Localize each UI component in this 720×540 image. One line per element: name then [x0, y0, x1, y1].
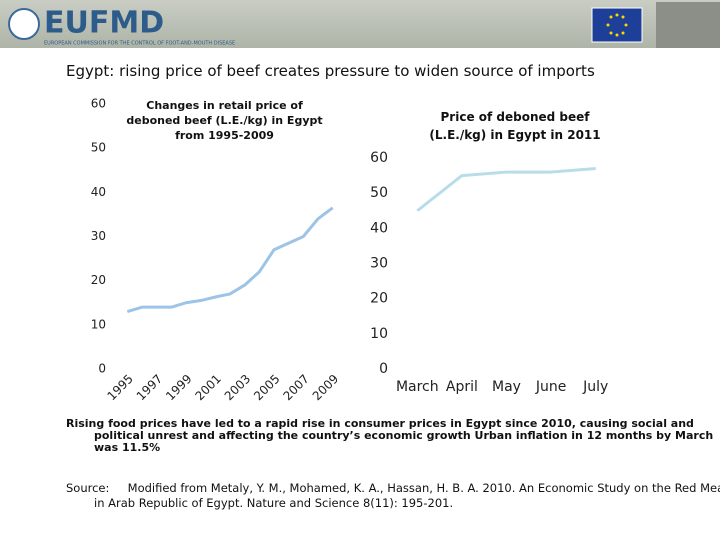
source-label: Source:	[66, 481, 110, 495]
data-line	[126, 206, 334, 314]
x-tick-label: March	[396, 379, 439, 395]
organization: EUROPEAN COMMISSION FOR THE CONTROL OF F…	[44, 41, 235, 47]
eu-stars	[606, 13, 628, 37]
data-line	[416, 167, 596, 212]
y-tick-label: 10	[91, 317, 106, 331]
source: Source: Modified from Metaly, Y. M., Moh…	[66, 481, 720, 511]
x-tick-label: 2007	[280, 372, 311, 403]
y-tick-label: 60	[91, 97, 106, 111]
x-tick-label: 2005	[251, 372, 282, 403]
x-tick-label: April	[446, 379, 478, 395]
y-tick-label: 20	[370, 291, 388, 307]
chart-title: Changes in retail price of deboned beef …	[126, 99, 323, 142]
x-tick-label: 2003	[222, 372, 253, 403]
y-tick-label: 40	[370, 220, 388, 236]
heading: Egypt: rising price of beef creates pres…	[66, 62, 595, 80]
x-tick-label: May	[492, 379, 521, 395]
fao-logo	[8, 8, 40, 40]
y-tick-label: 0	[98, 362, 106, 376]
y-tick-label: 30	[370, 256, 388, 272]
x-tick-label: 2001	[192, 372, 223, 403]
y-tick-label: 60	[370, 150, 388, 166]
x-tick-label: 1995	[104, 372, 135, 403]
x-tick-label: 2009	[310, 372, 341, 403]
header-bar: EUFMD EUROPEAN COMMISSION FOR THE CONTRO…	[0, 0, 720, 48]
x-tick-label: July	[582, 379, 608, 395]
y-tick-label: 0	[379, 361, 388, 377]
y-tick-label: 30	[91, 229, 106, 243]
x-tick-label: 1999	[163, 372, 194, 403]
y-tick-label: 40	[91, 185, 106, 199]
source-text: Modified from Metaly, Y. M., Mohamed, K.…	[94, 481, 720, 510]
caption: Rising food prices have led to a rapid r…	[66, 417, 714, 454]
y-tick-label: 50	[91, 141, 106, 155]
header-image	[656, 2, 720, 48]
logo-text: EUFMD	[44, 6, 164, 41]
charts: 0102030405060199519971999200120032005200…	[91, 97, 609, 404]
x-tick-label: June	[535, 379, 567, 395]
y-tick-label: 50	[370, 185, 388, 201]
header-graphics: EUFMD EUROPEAN COMMISSION FOR THE CONTRO…	[8, 2, 720, 48]
y-tick-label: 10	[370, 326, 388, 342]
chart-title: Price of deboned beef (L.E./kg) in Egypt…	[429, 110, 601, 142]
x-tick-label: 1997	[134, 372, 165, 403]
y-tick-label: 20	[91, 273, 106, 287]
